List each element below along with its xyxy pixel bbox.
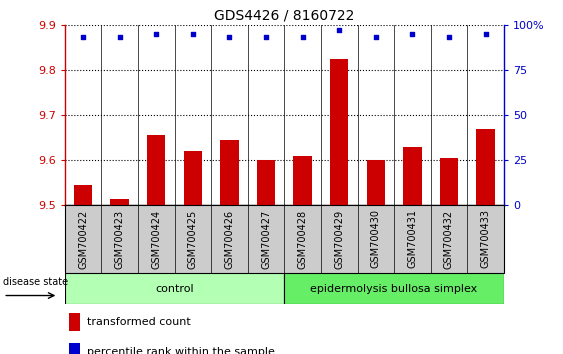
Point <box>298 35 307 40</box>
Text: GSM700430: GSM700430 <box>371 210 381 268</box>
Text: epidermolysis bullosa simplex: epidermolysis bullosa simplex <box>310 284 478 293</box>
Bar <box>403 147 422 205</box>
Point <box>261 35 270 40</box>
Text: GSM700431: GSM700431 <box>408 210 417 268</box>
Bar <box>284 273 504 304</box>
Text: GSM700429: GSM700429 <box>334 209 344 269</box>
Point <box>481 31 490 36</box>
Text: GSM700428: GSM700428 <box>298 209 307 269</box>
Text: GSM700426: GSM700426 <box>225 209 234 269</box>
Text: GSM700432: GSM700432 <box>444 209 454 269</box>
Point <box>408 31 417 36</box>
Point <box>115 35 124 40</box>
Point <box>188 31 197 36</box>
Bar <box>293 156 312 205</box>
Point <box>372 35 381 40</box>
Bar <box>147 135 166 205</box>
Bar <box>220 140 239 205</box>
Text: GSM700427: GSM700427 <box>261 209 271 269</box>
Bar <box>69 313 80 331</box>
Bar <box>257 160 275 205</box>
Bar <box>476 129 495 205</box>
Bar <box>440 158 458 205</box>
Bar <box>69 343 80 354</box>
Point <box>79 35 88 40</box>
Bar <box>367 160 385 205</box>
Text: GSM700433: GSM700433 <box>481 210 490 268</box>
Point <box>334 27 343 33</box>
Point <box>445 35 454 40</box>
Text: percentile rank within the sample: percentile rank within the sample <box>87 347 275 354</box>
Bar <box>184 151 202 205</box>
Bar <box>65 273 284 304</box>
Title: GDS4426 / 8160722: GDS4426 / 8160722 <box>214 8 355 22</box>
Text: GSM700422: GSM700422 <box>78 209 88 269</box>
Point <box>225 35 234 40</box>
Text: control: control <box>155 284 194 293</box>
Text: GSM700425: GSM700425 <box>188 209 198 269</box>
Text: transformed count: transformed count <box>87 317 190 327</box>
Text: disease state: disease state <box>3 276 68 286</box>
Text: GSM700424: GSM700424 <box>151 209 161 269</box>
Bar <box>330 59 348 205</box>
Point <box>152 31 161 36</box>
Bar <box>74 185 92 205</box>
Text: GSM700423: GSM700423 <box>115 209 124 269</box>
Bar <box>110 199 129 205</box>
